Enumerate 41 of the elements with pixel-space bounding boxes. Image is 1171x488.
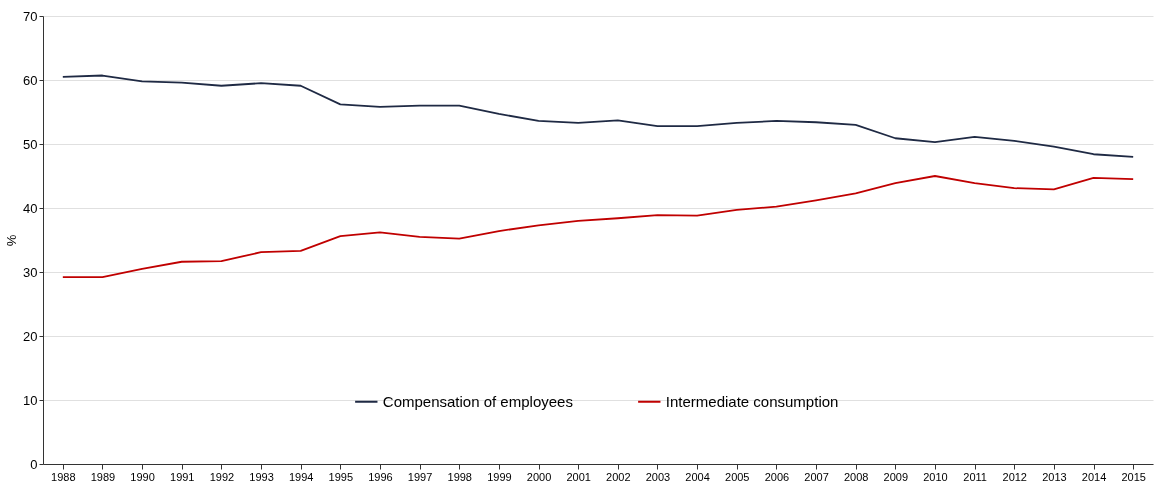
y-tick-label: 70 (23, 8, 38, 24)
x-tick-label: 1989 (90, 470, 116, 483)
y-tick-label: 30 (23, 264, 38, 280)
x-tick-label: 2001 (566, 470, 591, 483)
x-tick-label: 2009 (883, 470, 909, 483)
x-tick-label: 2005 (725, 470, 750, 483)
legend-label: Compensation of employees (382, 392, 573, 410)
y-tick-label: 60 (23, 72, 38, 88)
x-tick-label: 2015 (1121, 470, 1146, 483)
x-tick-label: 2004 (685, 470, 710, 483)
y-tick-label: 20 (23, 328, 38, 344)
x-tick-label: 1992 (209, 470, 235, 483)
x-tick-label: 2008 (843, 470, 869, 483)
x-tick-label: 2003 (645, 470, 671, 483)
x-tick-label: 2012 (1002, 470, 1027, 483)
x-tick-label: 1997 (407, 470, 433, 483)
line-series (61, 175, 1135, 279)
y-tick-label: 50 (23, 136, 38, 152)
y-tick-label: 40 (23, 200, 38, 216)
x-tick-label: 1996 (368, 470, 393, 483)
x-tick-label: 1999 (487, 470, 512, 483)
x-tick-label: 1998 (447, 470, 472, 483)
x-tick-label: 1990 (130, 470, 155, 483)
x-tick-label: 1991 (170, 470, 195, 483)
x-tick-label: 2010 (923, 470, 948, 483)
x-tick-label: 2013 (1042, 470, 1067, 483)
line-series (61, 74, 1135, 158)
x-tick-label: 2000 (526, 470, 552, 483)
x-tick-label: 1988 (51, 470, 76, 483)
x-tick-label: 1994 (288, 470, 314, 483)
y-axis-title: % (4, 234, 20, 247)
x-tick-label: 2007 (804, 470, 829, 483)
x-tick-label: 2006 (764, 470, 790, 483)
x-tick-label: 2011 (963, 470, 987, 483)
y-tick-label: 10 (23, 392, 38, 408)
x-tick-label: 1993 (249, 470, 274, 483)
y-tick-label: 0 (30, 456, 38, 472)
x-tick-label: 1995 (328, 470, 354, 483)
x-tick-label: 2014 (1081, 470, 1107, 483)
legend-label: Intermediate consumption (665, 392, 839, 410)
x-tick-label: 2002 (606, 470, 631, 483)
